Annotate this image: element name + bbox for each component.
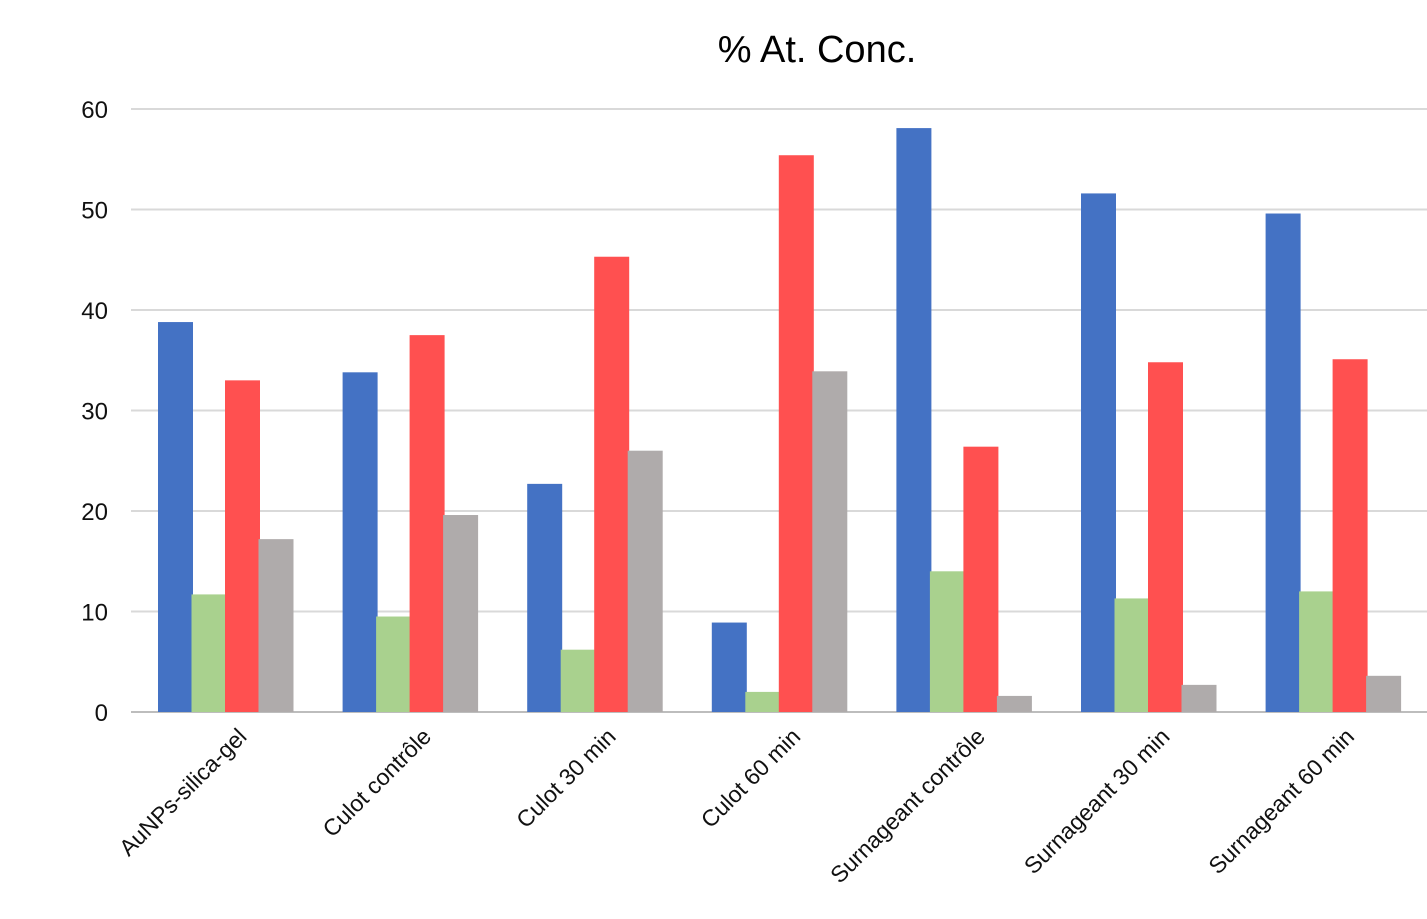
bar — [225, 380, 260, 712]
bar — [1181, 684, 1217, 712]
y-axis-ticks: 0 10 20 30 40 50 60 — [81, 97, 108, 727]
bar — [896, 128, 932, 713]
bar — [929, 571, 965, 712]
x-category-label: Surnageant 30 min — [1019, 723, 1175, 879]
bar — [812, 371, 848, 712]
bar — [560, 649, 596, 712]
bar — [996, 695, 1032, 712]
y-tick-label: 20 — [81, 499, 108, 526]
y-tick-label: 50 — [81, 198, 108, 225]
bar — [1366, 675, 1402, 712]
bar — [627, 450, 663, 712]
y-tick-label: 40 — [81, 298, 108, 325]
bar — [443, 515, 479, 712]
bar — [1265, 213, 1301, 712]
x-category-label: Culot contrôle — [317, 723, 436, 842]
y-tick-label: 60 — [81, 97, 108, 124]
y-tick-label: 30 — [81, 399, 108, 426]
y-tick-label: 0 — [95, 700, 108, 727]
bar — [258, 539, 294, 712]
bar — [778, 155, 814, 713]
bar — [711, 622, 747, 712]
bar — [409, 335, 445, 712]
bar — [1148, 362, 1183, 712]
y-tick-label: 10 — [81, 600, 108, 627]
x-axis-labels: AuNPs-silica-gel Culot contrôle Culot 30 m… — [114, 723, 1359, 888]
chart-title: % At. Conc. — [718, 29, 917, 71]
bar — [963, 446, 999, 712]
bar — [1114, 598, 1150, 712]
bars — [158, 128, 1402, 713]
x-category-label: AuNPs-silica-gel — [114, 723, 252, 861]
x-category-label: Surnageant contrôle — [825, 723, 990, 888]
bar — [191, 594, 227, 712]
bar — [158, 322, 193, 712]
bar — [1332, 359, 1368, 712]
bar — [1299, 591, 1335, 712]
bar — [1081, 193, 1116, 713]
bar — [527, 483, 563, 712]
x-category-label: Culot 30 min — [511, 723, 621, 833]
bar — [376, 616, 412, 712]
bar — [342, 372, 378, 712]
x-category-label: Surnageant 60 min — [1203, 723, 1359, 879]
bar — [745, 691, 781, 712]
bar — [594, 256, 630, 712]
x-category-label: Culot 60 min — [696, 723, 806, 833]
